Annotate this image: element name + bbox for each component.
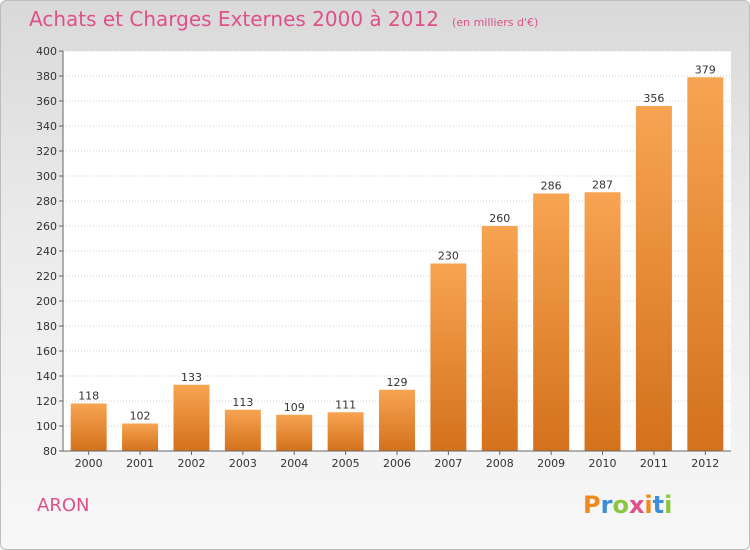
bar-2005 [327,412,364,451]
data-label-2002: 133 [181,371,202,384]
bar-2010 [584,192,621,451]
x-tick-label-2011: 2011 [640,457,668,470]
x-tick-label-2003: 2003 [229,457,257,470]
chart-subtitle: (en milliers d'€) [452,16,539,29]
x-tick-label-2006: 2006 [383,457,411,470]
x-tick-label-2000: 2000 [75,457,103,470]
x-tick-label-2009: 2009 [537,457,565,470]
x-tick-label-2004: 2004 [280,457,308,470]
y-tick-label: 340 [36,120,57,133]
bar-2001 [122,423,159,451]
x-tick-label-2010: 2010 [589,457,617,470]
x-axis-ticks: 2000 2001 2002 2003 2004 2005 2006 2007 2008 2009… [75,451,719,470]
y-tick-label: 400 [36,45,57,58]
y-tick-label: 260 [36,220,57,233]
data-labels: 118 102 133 113 109 111 129 230 260 286 287 356 379 [78,63,716,422]
x-tick-label-2012: 2012 [691,457,719,470]
y-tick-label: 80 [43,445,57,458]
grid-lines [63,50,731,452]
y-tick-label: 320 [36,145,57,158]
data-label-2003: 113 [232,396,253,409]
title-row: Achats et Charges Externes 2000 à 2012 (… [29,7,538,31]
y-tick-label: 300 [36,170,57,183]
x-tick-label-2008: 2008 [486,457,514,470]
data-label-2006: 129 [387,376,408,389]
y-tick-label: 140 [36,370,57,383]
x-tick-label-2002: 2002 [177,457,205,470]
data-label-2004: 109 [284,401,305,414]
y-axis-ticks: 80 100 120 140 160 180 200 220 240 260 280 300 320 34… [36,45,63,458]
y-tick-label: 380 [36,70,57,83]
bar-2003 [224,409,261,451]
x-tick-label-2001: 2001 [126,457,154,470]
bars [70,77,724,451]
bar-2002 [173,384,210,451]
data-label-2012: 379 [695,63,716,76]
y-tick-label: 160 [36,345,57,358]
bar-2006 [379,389,415,451]
bar-2007 [430,263,467,451]
data-label-2009: 286 [541,180,562,193]
data-label-2000: 118 [78,390,99,403]
y-tick-label: 120 [36,395,57,408]
data-label-2010: 287 [592,178,613,191]
y-tick-label: 360 [36,95,57,108]
bar-2012 [687,77,724,451]
y-tick-label: 200 [36,295,57,308]
bar-2011 [635,106,672,451]
commune-name: ARON [37,495,90,516]
data-label-2001: 102 [130,410,151,423]
data-label-2008: 260 [489,212,510,225]
y-tick-label: 220 [36,270,57,283]
chart-title: Achats et Charges Externes 2000 à 2012 [29,7,439,31]
y-tick-label: 180 [36,320,57,333]
x-tick-label-2005: 2005 [332,457,360,470]
y-tick-label: 100 [36,420,57,433]
bar-2004 [276,414,313,451]
bar-2008 [481,226,518,451]
y-tick-label: 280 [36,195,57,208]
data-label-2011: 356 [643,92,664,105]
data-label-2005: 111 [335,398,356,411]
bar-2000 [70,403,107,451]
bar-2009 [533,193,570,451]
x-tick-label-2007: 2007 [434,457,462,470]
proxiti-logo[interactable]: Proxiti [583,491,673,519]
data-label-2007: 230 [438,250,459,263]
y-tick-label: 240 [36,245,57,258]
